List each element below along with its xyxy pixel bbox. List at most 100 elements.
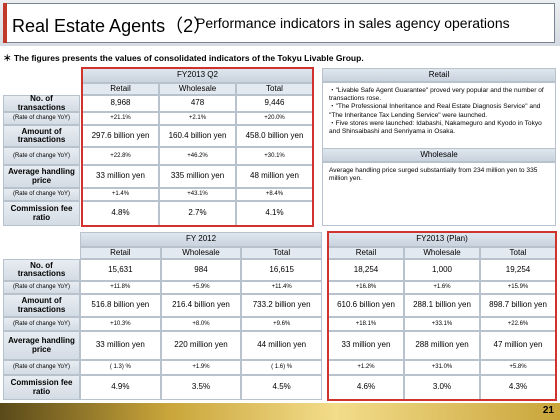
value-cell: +1.2% [328, 360, 404, 375]
row-label: Average handling price [3, 331, 80, 360]
rate-label: (Rate of change YoY) [3, 317, 80, 331]
column-header: Total [480, 247, 556, 259]
value-cell: +33.1% [404, 317, 480, 331]
title: Real Estate Agents（2） [12, 16, 212, 36]
header-accent [3, 3, 7, 43]
rate-label: (Rate of change YoY) [3, 360, 80, 375]
value-cell: 478 [159, 95, 236, 112]
value-cell: +1.6% [404, 281, 480, 294]
value-cell: 288 million yen [404, 331, 480, 360]
value-cell: +22.6% [480, 317, 556, 331]
value-cell: 516.8 billion yen [80, 294, 161, 317]
table-title: FY2013 (Plan) [328, 232, 556, 247]
value-cell: 3.5% [160, 375, 242, 400]
panel-item: ・Five stores were launched: Idabashi, Na… [329, 119, 542, 136]
value-cell: 8,968 [82, 95, 159, 112]
rate-label: (Rate of change YoY) [3, 281, 80, 294]
column-header: Total [241, 247, 322, 259]
value-cell: 4.6% [328, 375, 404, 400]
panel-body: Average handling price surged substantia… [322, 162, 556, 226]
note: ＊ The figures presents the values of con… [3, 53, 364, 63]
rate-label: (Rate of change YoY) [3, 112, 80, 125]
value-cell: 47 million yen [480, 331, 556, 360]
value-cell: 160.4 billion yen [159, 125, 236, 147]
table-title: FY2013 Q2 [82, 68, 313, 83]
value-cell: +31.0% [404, 360, 480, 375]
value-cell: +21.1% [82, 112, 159, 125]
value-cell: 4.5% [241, 375, 322, 400]
value-cell: +43.1% [159, 188, 236, 201]
value-cell: 984 [160, 259, 242, 281]
subtitle: Performance indicators in sales agency o… [196, 15, 510, 31]
value-cell: +5.9% [160, 281, 242, 294]
row-label: No. of transactions [3, 94, 80, 112]
value-cell: 18,254 [328, 259, 404, 281]
value-cell: 15,631 [80, 259, 161, 281]
value-cell: 4.1% [236, 201, 313, 226]
value-cell: 33 million yen [328, 331, 404, 360]
rate-label: (Rate of change YoY) [3, 147, 80, 165]
value-cell: 19,254 [480, 259, 556, 281]
value-cell: 4.3% [480, 375, 556, 400]
value-cell: +30.1% [236, 147, 313, 165]
value-cell: +1.9% [160, 360, 242, 375]
column-header: Retail [80, 247, 161, 259]
value-cell: +10.3% [80, 317, 161, 331]
panel-body: ・"Livable Safe Agent Guarantee" proved v… [322, 82, 556, 155]
value-cell: 288.1 billion yen [404, 294, 480, 317]
value-cell: +20.0% [236, 112, 313, 125]
value-cell: +8.0% [160, 317, 242, 331]
column-header: Wholesale [160, 247, 242, 259]
value-cell: 4.8% [82, 201, 159, 226]
value-cell: +2.1% [159, 112, 236, 125]
value-cell: ( 1.3) % [80, 360, 161, 375]
value-cell: 33 million yen [82, 165, 159, 188]
value-cell: 220 million yen [160, 331, 242, 360]
value-cell: +5.8% [480, 360, 556, 375]
panel-item: Average handling price surged substantia… [329, 167, 538, 183]
value-cell: +16.8% [328, 281, 404, 294]
value-cell: 33 million yen [80, 331, 161, 360]
page-number: 21 [542, 405, 554, 416]
value-cell: +15.9% [480, 281, 556, 294]
value-cell: 335 million yen [159, 165, 236, 188]
value-cell: +11.4% [241, 281, 322, 294]
value-cell: 2.7% [159, 201, 236, 226]
value-cell: 48 million yen [236, 165, 313, 188]
panel-item: ・"Livable Safe Agent Guarantee" proved v… [329, 87, 544, 103]
column-header: Retail [82, 83, 159, 95]
row-label: Commission fee ratio [3, 201, 80, 226]
footer-bar [0, 403, 560, 420]
row-label: Average handling price [3, 165, 80, 188]
value-cell: +46.2% [159, 147, 236, 165]
value-cell: +18.1% [328, 317, 404, 331]
value-cell: 9,446 [236, 95, 313, 112]
value-cell: 4.9% [80, 375, 161, 400]
value-cell: +1.4% [82, 188, 159, 201]
row-label: Amount of transactions [3, 125, 80, 147]
value-cell: 3.0% [404, 375, 480, 400]
value-cell: 733.2 billion yen [241, 294, 322, 317]
value-cell: 16,615 [241, 259, 322, 281]
panel-title: Wholesale [322, 148, 556, 162]
value-cell: 610.6 billion yen [328, 294, 404, 317]
row-label: Commission fee ratio [3, 375, 80, 400]
rate-label: (Rate of change YoY) [3, 188, 80, 201]
value-cell: 216.4 billion yen [160, 294, 242, 317]
value-cell: +9.6% [241, 317, 322, 331]
value-cell: 458.0 billion yen [236, 125, 313, 147]
column-header: Total [236, 83, 313, 95]
value-cell: 297.6 billion yen [82, 125, 159, 147]
column-header: Wholesale [404, 247, 480, 259]
row-label: No. of transactions [3, 259, 80, 281]
value-cell: +8.4% [236, 188, 313, 201]
row-label: Amount of transactions [3, 294, 80, 317]
value-cell: 1,000 [404, 259, 480, 281]
panel-title: Retail [322, 68, 556, 82]
column-header: Retail [328, 247, 404, 259]
column-header: Wholesale [159, 83, 236, 95]
value-cell: 898.7 billion yen [480, 294, 556, 317]
table-title: FY 2012 [80, 232, 322, 247]
value-cell: +22.8% [82, 147, 159, 165]
